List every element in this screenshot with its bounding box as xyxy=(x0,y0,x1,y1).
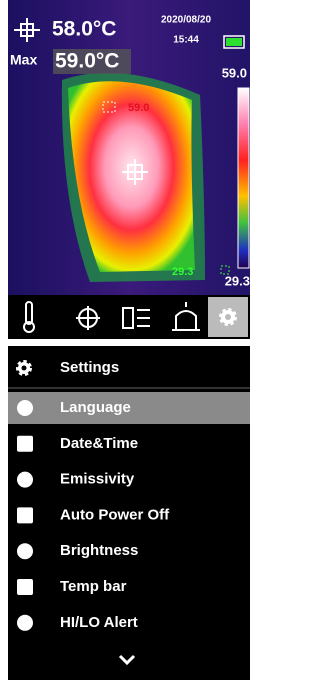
menu-icon xyxy=(17,543,33,559)
hotspot-label: 59.0 xyxy=(128,102,149,114)
settings-icon-hole xyxy=(22,366,27,371)
menu-item[interactable]: Temp bar xyxy=(60,578,127,595)
menu-icon xyxy=(17,615,33,631)
page: 58.0°C 2020/08/20 15:44 Max 59.0°C 59.0 … xyxy=(0,0,320,680)
menu-item[interactable]: Brightness xyxy=(60,542,138,559)
color-scale xyxy=(238,88,249,268)
center-temp: 58.0°C xyxy=(52,18,116,41)
coldspot-label: 29.3 xyxy=(172,266,193,278)
menu-item[interactable]: HI/LO Alert xyxy=(60,614,138,631)
settings-title: Settings xyxy=(60,359,119,376)
time: 15:44 xyxy=(173,35,199,46)
menu-icon xyxy=(17,436,33,452)
max-label: Max xyxy=(10,52,37,68)
device-screens: 58.0°C 2020/08/20 15:44 Max 59.0°C 59.0 … xyxy=(0,0,254,680)
menu-icon xyxy=(17,579,33,595)
battery-level xyxy=(226,38,242,46)
menu-item[interactable]: Auto Power Off xyxy=(60,506,170,523)
menu-icon xyxy=(17,400,33,416)
menu-icon xyxy=(17,507,33,523)
menu-item[interactable]: Language xyxy=(60,399,131,416)
scale-min: 29.3 xyxy=(225,273,250,288)
max-temp: 59.0°C xyxy=(55,50,119,73)
menu-item[interactable]: Date&Time xyxy=(60,435,138,452)
scale-max: 59.0 xyxy=(222,65,247,80)
menu-item[interactable]: Emissivity xyxy=(60,471,135,488)
menu-icon xyxy=(17,472,33,488)
date: 2020/08/20 xyxy=(161,15,211,26)
